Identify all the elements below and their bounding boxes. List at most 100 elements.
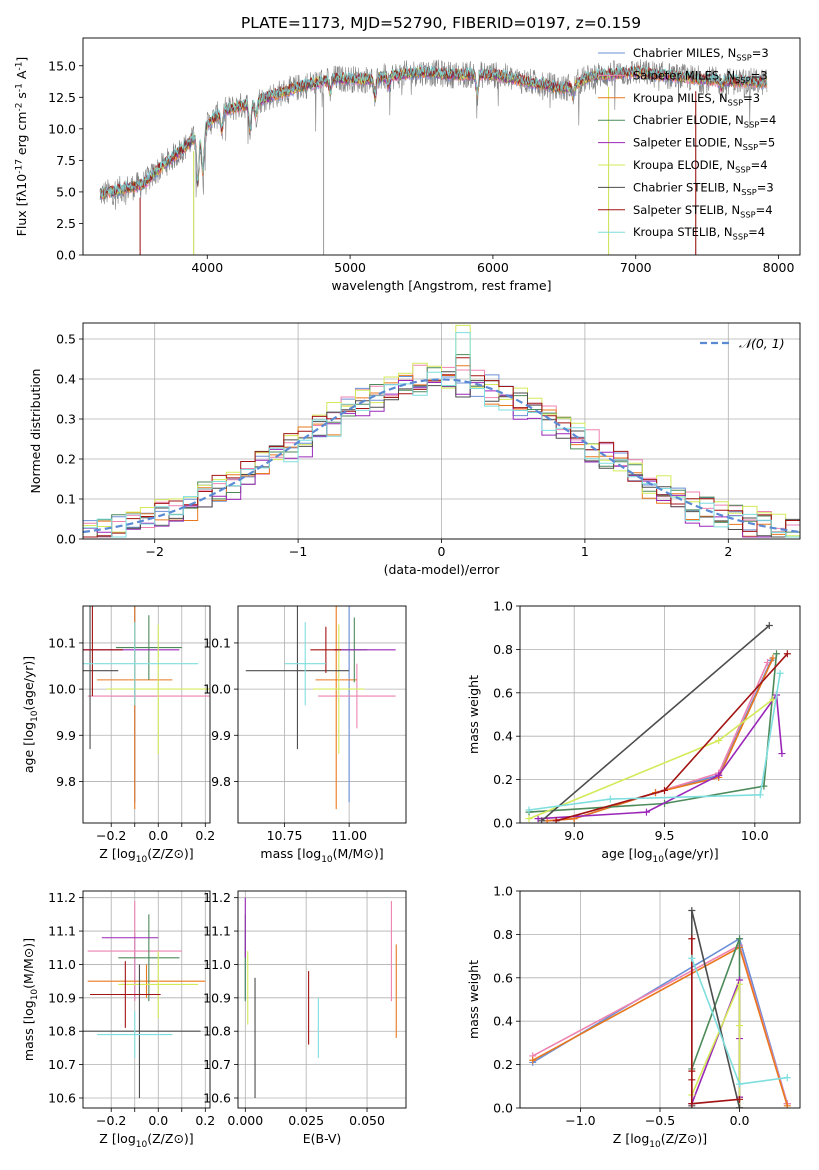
- spectrum-ylabel: Flux [fλ10-17​ erg cm-2​ s-1​ A-1​]: [14, 57, 29, 237]
- residual_hist-panel: −2 −1 0 1 2 0.0 0.1 0.2 0.3 0.4 0.5 (data-model)/er…: [28, 322, 801, 577]
- age_vs_mass-plot-area: [245, 606, 396, 810]
- legend-label-1: Salpeter MILES, NSSP​=3: [633, 68, 768, 84]
- spectrum-plot-area: [99, 59, 768, 255]
- legend-label-3: Chabrier ELODIE, NSSP​=4: [633, 113, 776, 129]
- x-tick-label: 6000: [477, 260, 509, 275]
- y-tick-label: 11.1: [203, 924, 231, 939]
- y-tick-label: 10.7: [203, 1057, 231, 1072]
- massweight_vs_age-ylabel: mass weight: [466, 675, 481, 754]
- x-tick-label: −1: [289, 544, 307, 559]
- massweight_vs_age-plot-area: [525, 622, 791, 823]
- x-tick-label: −0.2: [96, 828, 126, 843]
- massweight_vs_age-frame: [519, 605, 801, 824]
- y-tick-label: 0.4: [493, 729, 513, 744]
- y-tick-label: 5.0: [56, 184, 76, 199]
- y-tick-label: 0.4: [56, 372, 76, 387]
- model-spectrum-5: [99, 66, 768, 198]
- spectrum-frame: [82, 37, 801, 256]
- weight-marker: [783, 650, 791, 658]
- x-tick-label: 11.00: [331, 828, 367, 843]
- y-tick-label: 0.4: [493, 1014, 513, 1029]
- x-tick-label: −0.2: [96, 1113, 126, 1128]
- weight-line-5: [691, 983, 741, 1108]
- residual_hist-plot-area: [83, 324, 800, 539]
- weight-marker: [688, 1067, 696, 1075]
- normal-legend-label: 𝒩(0, 1): [739, 336, 785, 351]
- y-tick-label: 0.8: [493, 642, 513, 657]
- weight-marker: [765, 622, 773, 630]
- massweight_vs_age-xlabel: age [log10​(age/yr)]: [601, 846, 718, 865]
- weight-line-8: [528, 673, 781, 811]
- x-tick-label: 0.2: [195, 828, 215, 843]
- age_vs_Z-panel: −0.2 0.0 0.2 9.8 9.9 10.0 10.1 Z [log10​(Z/Z⊙)]…: [21, 605, 215, 865]
- mass_vs_Z-plot-area: [83, 901, 206, 1098]
- y-tick-label: 10.0: [203, 682, 231, 697]
- y-tick-label: 10.7: [48, 1057, 76, 1072]
- y-tick-label: 11.0: [48, 957, 76, 972]
- x-tick-label: 10.0: [741, 828, 769, 843]
- y-tick-label: 10.8: [203, 1024, 231, 1039]
- x-tick-label: 9.0: [564, 828, 584, 843]
- y-tick-label: 11.1: [48, 924, 76, 939]
- y-tick-label: 0.0: [493, 1101, 513, 1116]
- weight-marker: [778, 750, 786, 758]
- age_vs_mass-panel: 10.75 11.00 9.8 9.9 10.0 10.1 mass [log10​(M/M…: [203, 605, 407, 865]
- y-tick-label: 0.0: [56, 248, 76, 263]
- age_vs_Z-xlabel: Z [log10​(Z/Z⊙)]: [99, 846, 193, 865]
- legend-label-7: Salpeter STELIB, NSSP​=4: [633, 203, 773, 219]
- weight-marker: [661, 786, 669, 794]
- x-tick-label: 7000: [620, 260, 652, 275]
- weight-marker: [715, 737, 723, 745]
- weight-marker: [715, 771, 723, 779]
- y-tick-label: 0.3: [56, 412, 76, 427]
- model-spectrum-6: [99, 66, 768, 197]
- y-tick-label: 0.0: [493, 816, 513, 831]
- mass_vs_Z-ylabel: mass [log10​(M/M⊙)]: [21, 938, 40, 1061]
- massweight_vs_Z-plot-area: [529, 907, 791, 1108]
- weight-marker: [783, 1102, 791, 1108]
- figure-title: PLATE=1173, MJD=52790, FIBERID=0197, z=0…: [241, 14, 641, 32]
- y-tick-label: 0.2: [493, 772, 513, 787]
- x-tick-label: −2: [145, 544, 163, 559]
- age_vs_Z-ylabel: age [log10​(age/yr)]: [21, 656, 40, 773]
- y-tick-label: 0.0: [56, 532, 76, 547]
- weight-marker: [525, 815, 533, 823]
- y-tick-label: 10.8: [48, 1024, 76, 1039]
- legend-label-8: Kroupa STELIB, NSSP​=4: [633, 225, 765, 241]
- x-tick-label: 8000: [763, 260, 795, 275]
- weight-marker: [783, 1074, 791, 1082]
- y-tick-label: 10.6: [48, 1090, 76, 1105]
- x-tick-label: 4000: [191, 260, 223, 275]
- residual_hist-frame: [82, 322, 801, 540]
- y-tick-label: 0.5: [56, 332, 76, 347]
- massweight_vs_Z-panel: −1.0 −0.5 0.0 0.0 0.2 0.4 0.6 0.8 1.0 Z [log10​(Z…: [466, 884, 801, 1150]
- x-tick-label: 0: [438, 544, 446, 559]
- weight-marker: [736, 1095, 744, 1103]
- weight-line-2: [547, 657, 774, 822]
- y-tick-label: 0.6: [493, 970, 513, 985]
- legend-label-6: Chabrier STELIB, NSSP​=3: [633, 180, 774, 196]
- age_vs_Z-plot-area: [83, 606, 210, 810]
- weight-marker: [756, 791, 764, 799]
- spectrum-panel: 4000 5000 6000 7000 8000 0.0 2.5 5.0 7.5 10.0 12.5…: [14, 37, 801, 293]
- mass_vs_ebv-panel: 0.000 0.025 0.050 10.6 10.7 10.8 10.9 11.0 11.1 1…: [203, 890, 407, 1146]
- weight-marker: [763, 658, 771, 666]
- weight-marker: [534, 815, 542, 823]
- x-tick-label: 9.5: [655, 828, 675, 843]
- weight-line-3: [528, 653, 778, 813]
- legend-label-2: Kroupa MILES, NSSP​=3: [633, 91, 760, 107]
- model-spectrum-8: [99, 65, 768, 198]
- plot-layer: 4000 5000 6000 7000 80000.02.55.07.510.012.5…: [14, 37, 801, 1150]
- y-tick-label: 0.2: [493, 1057, 513, 1072]
- y-tick-label: 7.5: [56, 153, 76, 168]
- legend-label-0: Chabrier MILES, NSSP​=3: [633, 46, 769, 62]
- weight-marker: [688, 1100, 696, 1108]
- x-tick-label: 0.2: [195, 1113, 215, 1128]
- x-tick-label: 0.050: [349, 1113, 385, 1128]
- y-tick-label: 2.5: [56, 216, 76, 231]
- massweight_vs_age-panel: 9.0 9.5 10.0 0.0 0.2 0.4 0.6 0.8 1.0 age [log10​(…: [466, 599, 801, 865]
- y-tick-label: 10.9: [48, 990, 76, 1005]
- x-tick-label: 0.0: [730, 1113, 750, 1128]
- residual_hist-xlabel: (data-model)/error: [384, 562, 501, 577]
